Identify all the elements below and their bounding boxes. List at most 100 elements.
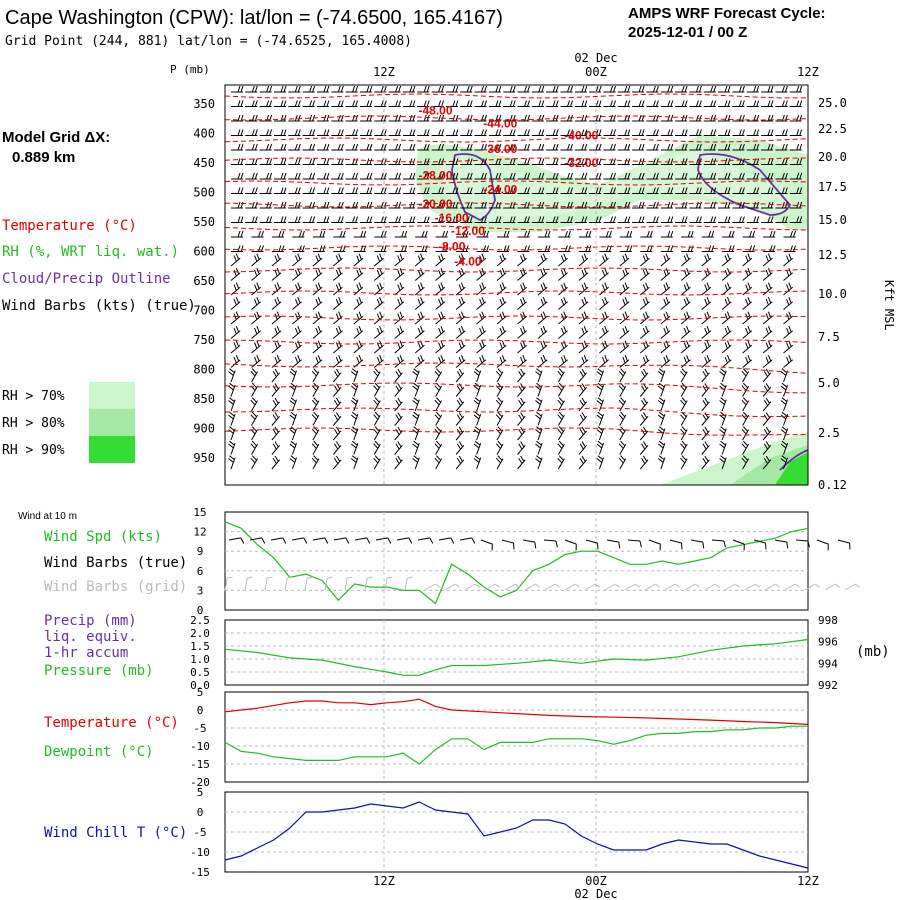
wind-barb <box>783 230 796 238</box>
wind-barb <box>632 100 645 107</box>
wind-barb <box>445 100 459 107</box>
wind-barb <box>762 311 773 325</box>
wind-barb <box>312 297 323 310</box>
panel-tick-label: 2.0 <box>190 627 210 640</box>
wind-barb <box>455 297 466 310</box>
wind-barb <box>603 143 616 151</box>
wind-barb <box>412 426 420 441</box>
wind-barb <box>271 268 282 281</box>
wind-barb <box>546 216 559 223</box>
wind-barb <box>455 426 465 441</box>
height-tick-label: 25.0 <box>818 96 847 110</box>
wind-barb <box>474 158 487 165</box>
wind-barb <box>312 253 323 267</box>
wind-barb <box>245 187 258 194</box>
wind-barb <box>680 355 691 368</box>
wind-barb <box>455 282 466 296</box>
wind-barb <box>434 426 443 441</box>
wind-barb <box>292 245 305 252</box>
wind-barb <box>741 440 750 455</box>
station-title: Cape Washington (CPW): lat/lon = (-74.65… <box>5 7 503 29</box>
wind-barb <box>434 411 443 426</box>
panel-right-tick-label: 992 <box>818 679 838 692</box>
grid-wind-barb <box>344 576 353 591</box>
wind-barb <box>589 143 602 151</box>
pressure-tick-label: 750 <box>193 333 215 347</box>
wind-barb <box>289 411 297 426</box>
wind-barb <box>680 311 691 325</box>
wind-barb <box>292 230 305 238</box>
temp2-legend: Temperature (°C) <box>44 715 179 731</box>
wind-barb <box>434 440 443 455</box>
wind-barb <box>331 172 344 180</box>
panel-tick-label: -20 <box>190 776 210 789</box>
wind-barb <box>732 216 745 223</box>
wind-barb <box>373 297 384 310</box>
wind-barb <box>460 216 473 223</box>
wind-barb <box>333 230 346 238</box>
wind-barb <box>435 230 449 238</box>
wind-barb <box>414 326 425 339</box>
wind-barb <box>359 143 373 151</box>
wind-barb <box>503 201 516 209</box>
panel-tick-label: 6 <box>197 565 204 578</box>
wind-barb <box>741 455 750 470</box>
precip-legend-2: liq. equiv. <box>44 629 137 645</box>
wind-barb <box>445 143 459 151</box>
grid-wind-barb <box>324 576 333 591</box>
wind-barb <box>312 245 326 252</box>
wind-barb <box>780 440 789 455</box>
panel-tick-label: 0 <box>197 704 204 717</box>
wind-barb <box>761 143 774 151</box>
grid-wind-barb <box>264 576 273 591</box>
wind-barb <box>578 455 587 470</box>
surface-wind-barb <box>732 539 745 551</box>
wind-barb <box>332 340 343 354</box>
wind-barb <box>316 100 330 107</box>
wind-barb <box>388 129 402 136</box>
wind-barb <box>435 311 446 325</box>
wind-barb <box>619 326 630 339</box>
wind-barb <box>618 455 627 470</box>
wind-barb <box>517 282 528 296</box>
wind-barb <box>431 129 445 136</box>
temperature-contour <box>224 137 809 143</box>
wind-barb <box>402 143 416 151</box>
wind-barb <box>721 355 732 368</box>
wind-barb <box>289 440 297 455</box>
wind-barb <box>719 440 727 455</box>
panel-frame <box>224 619 809 686</box>
wind-barb <box>332 253 343 267</box>
surface-wind-barb <box>375 537 392 544</box>
wind-barb <box>578 268 589 281</box>
wind-barb <box>431 187 445 194</box>
wind-barb <box>302 100 316 107</box>
wind-barb <box>503 158 516 165</box>
height-tick-label: 5.0 <box>818 376 840 390</box>
wind-barb <box>599 311 609 325</box>
wind-barb <box>531 143 545 151</box>
wind-barb <box>476 355 487 368</box>
wind-barb <box>578 311 589 325</box>
panel-tick-label: 15 <box>193 506 206 519</box>
wind-barb <box>761 172 774 180</box>
wind-barb <box>741 426 750 441</box>
pressure-tick-label: 600 <box>193 245 215 259</box>
wind-barb <box>775 158 788 165</box>
wind-barb <box>517 100 530 107</box>
wind-barb <box>332 355 343 368</box>
wind-barb <box>639 340 650 354</box>
wind-barb <box>646 216 659 223</box>
wind-barb <box>746 143 760 151</box>
plot-layer: -48.00 -44.00 -40.00 -36.00 -32.00 -28.00 -24.… <box>190 84 860 879</box>
wind-barb <box>460 114 473 122</box>
wind-barb <box>417 201 430 209</box>
wind-barb <box>703 114 717 122</box>
wind-barb <box>332 297 343 310</box>
wind-barb <box>332 397 342 412</box>
wind-barb <box>488 201 502 209</box>
grid-wind-barb <box>724 583 740 591</box>
wind-barb <box>646 143 659 151</box>
wind-barb <box>689 216 702 223</box>
